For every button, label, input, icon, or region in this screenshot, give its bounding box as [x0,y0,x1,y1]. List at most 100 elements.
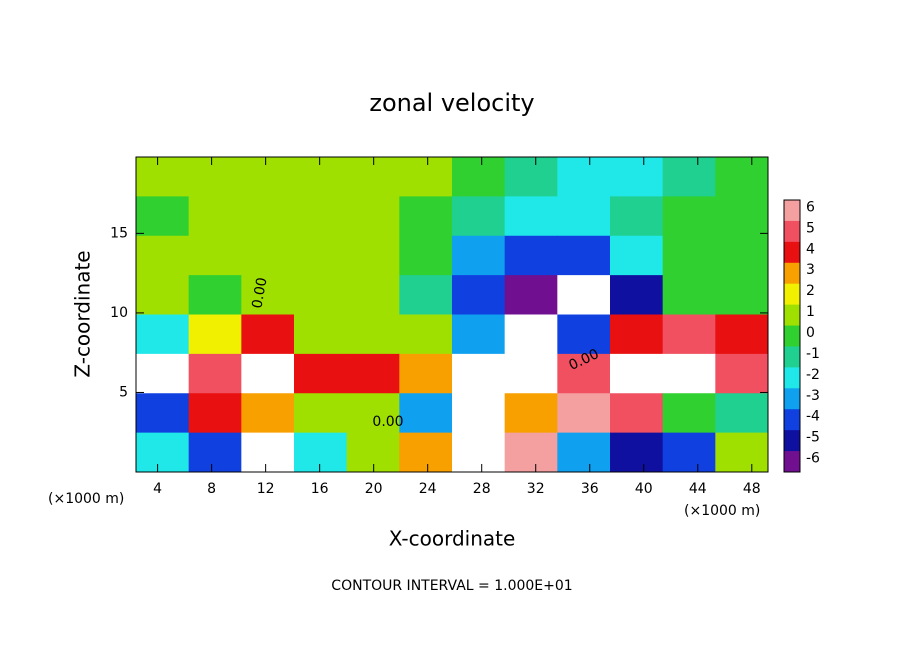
x-unit: (×1000 m) [684,503,760,519]
y-tick-label: 10 [110,305,128,321]
heat-cell [452,235,506,276]
heat-cell [715,235,769,276]
heat-cell [188,314,242,355]
heat-cell [662,157,716,197]
heat-cell [188,196,242,237]
colorbar-swatch [784,388,800,410]
colorbar-tick-label: -6 [806,451,820,467]
heat-cell [399,432,453,473]
heat-cell [715,353,769,394]
heat-cell [610,235,664,276]
heat-cell [241,196,295,237]
heat-cell [504,393,558,434]
x-tick-label: 28 [473,481,491,497]
x-tick-label: 8 [207,481,216,497]
heat-cell [557,393,611,434]
x-tick-label: 32 [527,481,545,497]
heat-cell [610,157,664,197]
heat-cell [241,353,295,394]
heat-cell [557,235,611,276]
colorbar-tick-label: -1 [806,346,820,362]
colorbar-swatch [784,283,800,306]
heat-cell [294,432,348,473]
heat-cell [504,353,558,394]
heat-cell [504,432,558,473]
heat-cell [610,353,664,394]
heat-cell [188,393,242,434]
contour-label: 0.00 [249,276,270,309]
heat-cell [188,432,242,473]
heat-cell [136,314,190,355]
colorbar-tick-label: -3 [806,388,820,404]
heat-cell [557,196,611,237]
heat-cell [294,393,348,434]
heat-cell [452,393,506,434]
heat-cell [715,393,769,434]
heat-cell [346,314,400,355]
heat-cell [557,353,611,394]
heat-cell [715,314,769,355]
heat-cell [662,196,716,237]
x-unit: (×1000 m) [48,491,124,507]
heat-cell [557,432,611,473]
heat-cell [346,196,400,237]
colorbar-swatch [784,409,800,431]
heat-cell [399,235,453,276]
y-tick-label: 15 [110,225,128,241]
heat-cell [346,353,400,394]
x-tick-label: 20 [365,481,383,497]
heat-cell [662,353,716,394]
heat-cell [294,235,348,276]
heat-cell [241,157,295,197]
heat-cell [452,196,506,237]
heat-cell [399,157,453,197]
heat-cell [610,275,664,315]
colorbar-tick-label: -5 [806,430,820,446]
heat-cell [188,157,242,197]
contour-label: 0.00 [372,414,403,430]
heat-cell [715,196,769,237]
x-tick-label: 48 [743,481,761,497]
heat-cell [136,432,190,473]
heat-cell [504,157,558,197]
colorbar-tick-label: 5 [806,220,815,236]
colorbar-tick-label: 1 [806,304,815,320]
heat-cell [452,432,506,473]
x-tick-label: 44 [689,481,707,497]
colorbar-tick-label: -2 [806,367,820,383]
x-axis-label: X-coordinate [389,527,516,551]
heat-cell [241,314,295,355]
heat-cell [399,353,453,394]
y-axis-label: Z-coordinate [71,250,95,377]
x-tick-label: 36 [581,481,599,497]
heat-cell [452,275,506,315]
heat-cell [452,353,506,394]
colorbar-swatch [784,430,800,452]
colorbar-frame [783,199,801,473]
colorbar-swatch [784,451,800,473]
colorbar-tick-label: 2 [806,283,815,299]
heat-cell [610,196,664,237]
heat-cell [294,314,348,355]
x-tick-label: 24 [419,481,437,497]
heat-cell [136,275,190,315]
heat-cell [346,393,400,434]
heat-cell [294,157,348,197]
heat-cell [241,393,295,434]
heat-cell [662,432,716,473]
heat-cell [136,196,190,237]
heat-cell [610,432,664,473]
colorbar-swatch [784,220,800,243]
colorbar-tick-label: 4 [806,241,815,257]
heat-cell [399,314,453,355]
heat-cell [188,353,242,394]
x-tick-label: 40 [635,481,653,497]
heat-cell [136,393,190,434]
heat-cell [662,393,716,434]
chart-title: zonal velocity [369,89,534,117]
colorbar-tick-label: -4 [806,409,820,425]
heat-cell [662,314,716,355]
heat-cell [241,275,295,315]
footer-note: CONTOUR INTERVAL = 1.000E+01 [331,578,572,594]
